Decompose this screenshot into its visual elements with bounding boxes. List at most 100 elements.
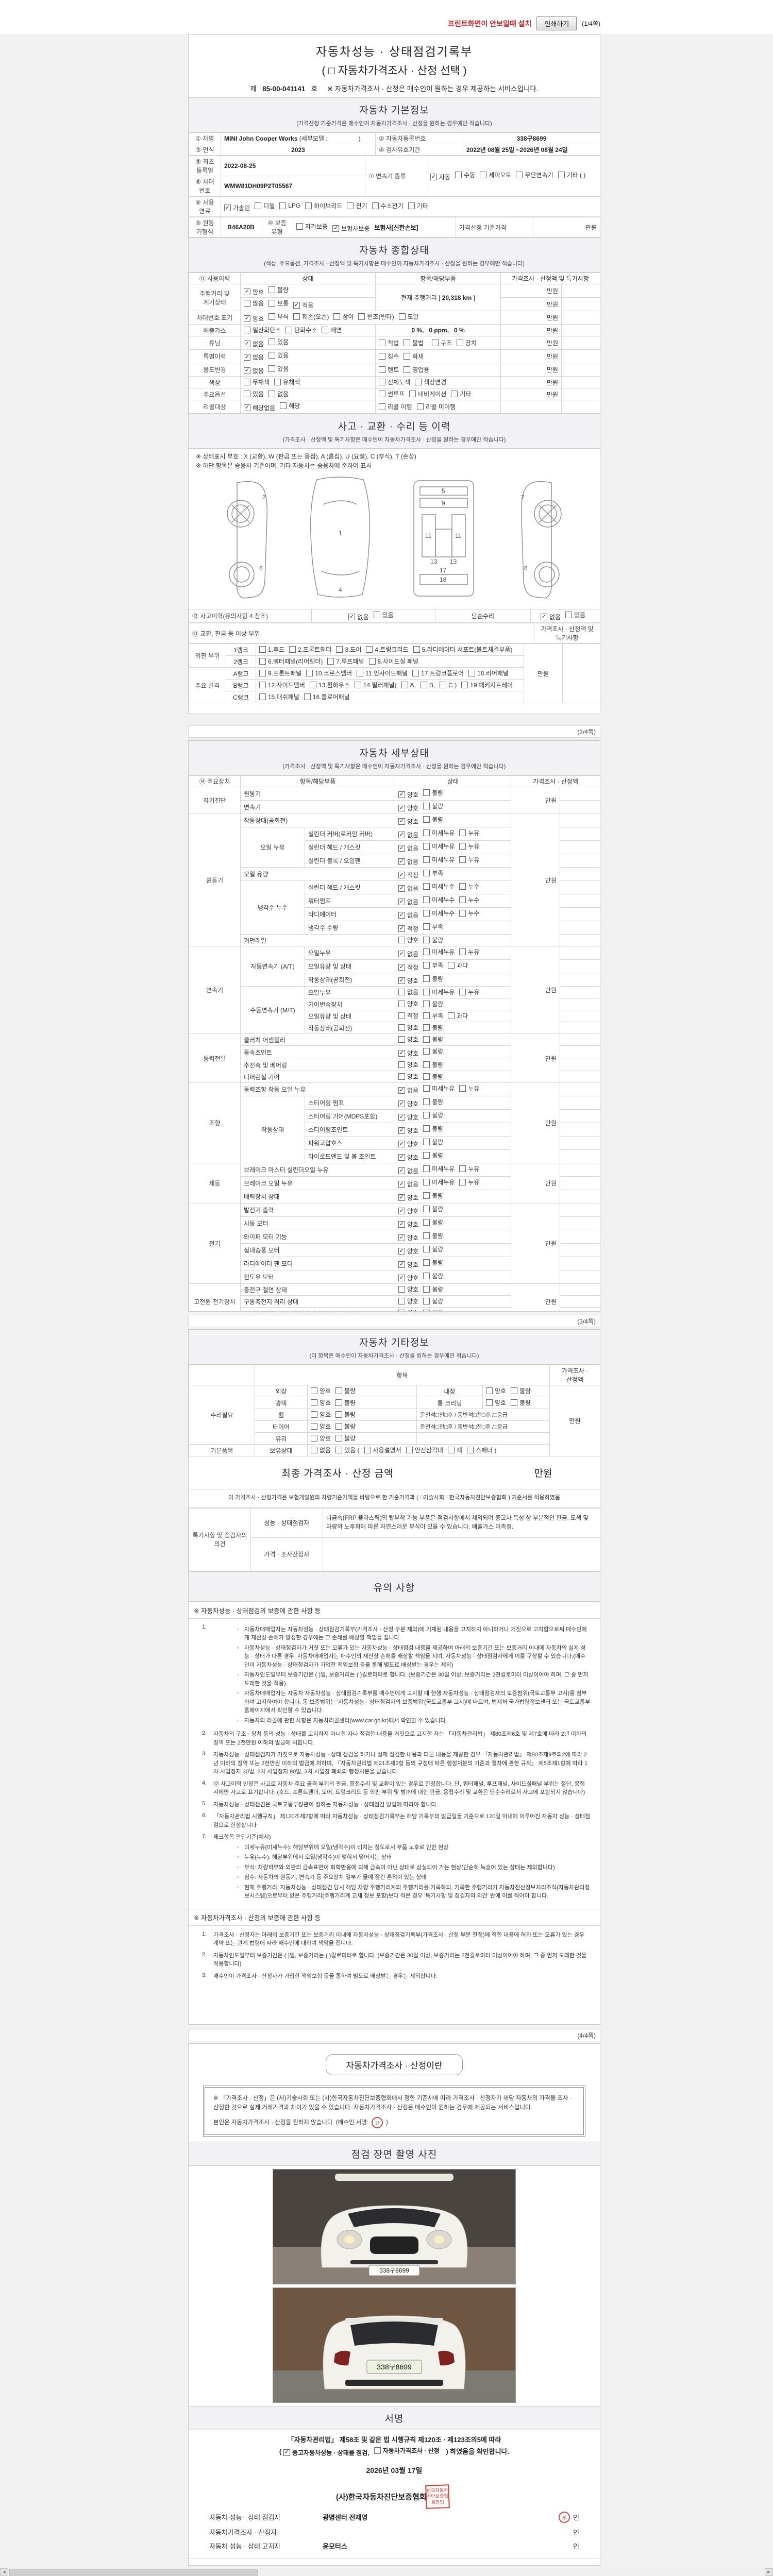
checkbox-icon[interactable] [511, 1399, 518, 1406]
checkbox-option[interactable]: 17.트렁크플로어 [412, 669, 464, 677]
checkbox-option[interactable]: ✓ 양호 [398, 1274, 418, 1282]
checkbox-icon[interactable] [304, 693, 311, 700]
checkbox-checked-icon[interactable]: ✓ [398, 1234, 406, 1241]
checkbox-icon[interactable] [379, 379, 385, 385]
checkbox-option[interactable]: 불량 [423, 815, 443, 824]
checkbox-option[interactable]: 누수 [459, 895, 479, 904]
checkbox-icon[interactable] [423, 1165, 430, 1172]
checkbox-option[interactable]: ✓ 가솔린 [224, 204, 250, 212]
checkbox-option[interactable]: 불량 [423, 999, 443, 1008]
checkbox-icon[interactable] [398, 1036, 406, 1043]
checkbox-option[interactable]: 양호 [398, 1285, 418, 1294]
checkbox-icon[interactable] [311, 1387, 317, 1394]
checkbox-option[interactable]: 안전삼각대 [406, 1446, 443, 1454]
checkbox-option[interactable]: 없음 [268, 389, 289, 398]
checkbox-option[interactable]: 미세누유 [423, 842, 455, 851]
checkbox-icon[interactable] [335, 1399, 343, 1406]
checkbox-checked-icon[interactable]: ✓ [244, 367, 250, 374]
checkbox-icon[interactable] [255, 202, 262, 209]
checkbox-checked-icon[interactable]: ✓ [398, 791, 406, 798]
checkbox-icon[interactable] [311, 1435, 317, 1442]
checkbox-checked-icon[interactable]: ✓ [398, 1261, 406, 1268]
checkbox-option[interactable]: ✓ 없음 [244, 353, 264, 362]
checkbox-option[interactable]: 사용설명서 [364, 1446, 401, 1454]
checkbox-icon[interactable] [335, 1447, 343, 1453]
checkbox-icon[interactable] [268, 313, 276, 320]
checkbox-checked-icon[interactable]: ✓ [398, 1221, 406, 1228]
checkbox-icon[interactable] [406, 1447, 413, 1453]
checkbox-icon[interactable] [398, 1286, 406, 1293]
checkbox-option[interactable]: 네비게이션 [409, 389, 446, 398]
checkbox-option[interactable]: 2.프론트휀더 [289, 645, 331, 654]
checkbox-option[interactable]: 적법 [379, 338, 399, 347]
checkbox-option[interactable]: 없음 [398, 988, 418, 996]
checkbox-icon[interactable] [358, 313, 365, 320]
checkbox-checked-icon[interactable]: ✓ [244, 315, 250, 322]
checkbox-option[interactable]: ✓ 양호 [398, 1207, 418, 1215]
checkbox-checked-icon[interactable]: ✓ [398, 1194, 406, 1201]
checkbox-option[interactable]: ✓ 없음 [398, 1166, 418, 1175]
checkbox-option[interactable]: ✓ 적정 [398, 924, 418, 933]
checkbox-icon[interactable] [423, 937, 430, 943]
checkbox-option[interactable]: 양호 [398, 1060, 418, 1069]
checkbox-option[interactable]: 일산화탄소 [244, 326, 281, 334]
checkbox-icon[interactable] [423, 1273, 430, 1279]
checkbox-icon[interactable] [423, 870, 430, 876]
checkbox-option[interactable]: ✓ 없음 [398, 950, 418, 958]
checkbox-icon[interactable] [423, 1112, 430, 1118]
checkbox-option[interactable]: 불량 [423, 1072, 443, 1081]
checkbox-option[interactable]: 양호 [398, 1309, 418, 1311]
checkbox-option[interactable]: 불량 [423, 936, 443, 944]
checkbox-icon[interactable] [368, 658, 376, 665]
checkbox-icon[interactable] [357, 670, 364, 676]
checkbox-option[interactable]: 누유 [459, 1164, 479, 1173]
checkbox-option[interactable]: ✓ 없음 [398, 1180, 418, 1189]
checkbox-checked-icon[interactable]: ✓ [293, 302, 300, 309]
checkbox-icon[interactable] [416, 403, 424, 410]
scrollbar-thumb[interactable] [9, 2569, 258, 2576]
checkbox-option[interactable]: 불량 [423, 1097, 443, 1106]
checkbox-option[interactable]: ✓ 없음 [244, 340, 264, 348]
checkbox-option[interactable]: 5.라디에이터 서포트(볼트체결부품) [413, 645, 513, 654]
checkbox-option[interactable]: 무채색 [244, 378, 270, 386]
checkbox-option[interactable]: 부족 [423, 961, 443, 970]
checkbox-icon[interactable] [455, 172, 462, 178]
checkbox-option[interactable]: 누유 [459, 947, 479, 956]
checkbox-option[interactable]: 8.사이드실 패널 [368, 657, 418, 666]
checkbox-option[interactable]: 불량 [423, 1285, 443, 1294]
checkbox-checked-icon[interactable]: ✓ [398, 1141, 406, 1147]
checkbox-icon[interactable] [480, 172, 487, 178]
checkbox-option[interactable]: 불량 [423, 1047, 443, 1056]
checkbox-option[interactable]: ✓ 없음 [244, 366, 264, 375]
checkbox-option[interactable]: 양호 [398, 1297, 418, 1306]
checkbox-option[interactable]: 화재 [404, 352, 424, 361]
checkbox-option[interactable]: ✓ 없음 [540, 613, 561, 621]
checkbox-icon[interactable] [327, 658, 334, 665]
checkbox-icon[interactable] [431, 339, 439, 346]
checkbox-icon[interactable] [364, 1447, 371, 1453]
checkbox-icon[interactable] [398, 1061, 406, 1068]
checkbox-icon[interactable] [268, 300, 276, 307]
checkbox-icon[interactable] [335, 1387, 343, 1394]
checkbox-option[interactable]: 부족 [423, 1011, 443, 1020]
checkbox-option[interactable]: 리콜 이행 [379, 402, 412, 411]
checkbox-icon[interactable] [398, 1024, 406, 1031]
checkbox-option[interactable]: 매연 [322, 326, 342, 334]
checkbox-option[interactable]: 과다 [448, 1011, 468, 1020]
checkbox-option[interactable]: 10.크로스멤버 [306, 669, 352, 677]
checkbox-icon[interactable] [279, 202, 287, 209]
checkbox-option[interactable]: ✓ 중고자동차성능 · 상태를 점검, [283, 2448, 369, 2457]
checkbox-option[interactable]: 양호 [398, 1023, 418, 1032]
checkbox-icon[interactable] [259, 658, 266, 665]
checkbox-option[interactable]: 구조 [431, 338, 452, 347]
checkbox-icon[interactable] [423, 829, 430, 836]
checkbox-checked-icon[interactable]: ✓ [244, 341, 250, 347]
checkbox-option[interactable]: 탄화수소 [285, 326, 317, 334]
checkbox-option[interactable]: 있음 [268, 351, 289, 360]
checkbox-icon[interactable] [335, 1435, 343, 1442]
checkbox-option[interactable]: 누유 [459, 842, 479, 851]
checkbox-icon[interactable] [398, 989, 406, 995]
checkbox-icon[interactable] [423, 910, 430, 917]
checkbox-option[interactable]: 장치 [456, 338, 477, 347]
checkbox-icon[interactable] [459, 989, 466, 995]
